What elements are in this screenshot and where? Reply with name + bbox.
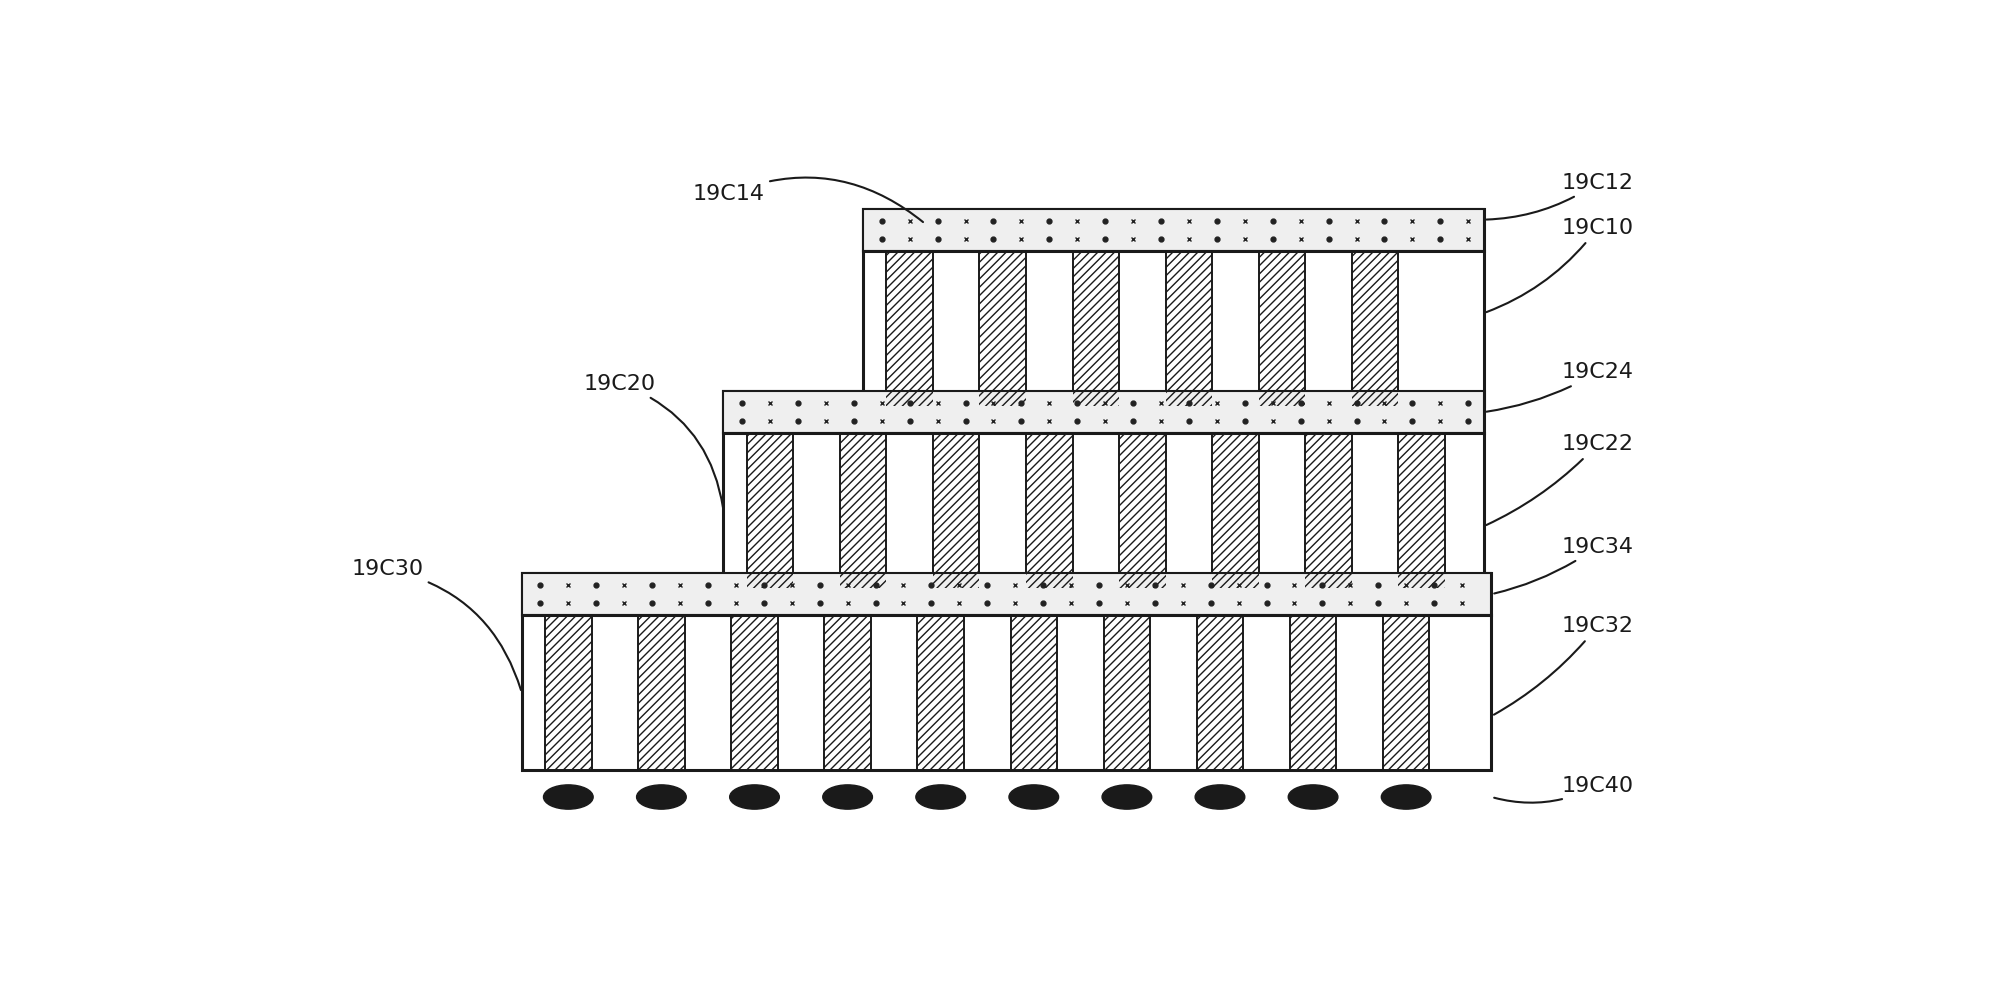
Bar [1197, 615, 1243, 770]
Text: 19C32: 19C32 [1493, 617, 1634, 715]
Bar [1351, 251, 1397, 407]
Bar [1259, 251, 1305, 407]
Bar [1119, 433, 1165, 588]
Bar [1165, 251, 1211, 407]
Bar [1119, 433, 1165, 588]
Bar [1383, 615, 1429, 770]
Bar [841, 433, 887, 588]
Bar [1213, 433, 1259, 588]
Text: 19C20: 19C20 [585, 373, 723, 508]
Bar [1213, 433, 1259, 588]
Text: 19C24: 19C24 [1485, 362, 1634, 412]
Bar [639, 615, 685, 770]
Bar [731, 615, 779, 770]
Bar [1289, 615, 1337, 770]
Circle shape [637, 785, 687, 809]
Bar [887, 251, 933, 407]
Bar [1305, 433, 1351, 588]
Bar [731, 615, 779, 770]
Bar [1351, 251, 1397, 407]
Circle shape [1195, 785, 1245, 809]
Text: 19C10: 19C10 [1485, 218, 1634, 312]
Bar [1073, 251, 1119, 407]
Bar [1011, 615, 1057, 770]
Bar [1397, 433, 1445, 588]
Bar [1289, 615, 1337, 770]
Bar [863, 209, 1483, 251]
Bar [1025, 433, 1073, 588]
Bar [1397, 433, 1445, 588]
Circle shape [1009, 785, 1059, 809]
Circle shape [1287, 785, 1337, 809]
Bar [825, 615, 871, 770]
Text: 19C12: 19C12 [1487, 172, 1634, 220]
Bar [523, 573, 1491, 615]
Bar [863, 209, 1483, 407]
Text: 19C22: 19C22 [1485, 434, 1634, 525]
Bar [1165, 251, 1211, 407]
Bar [979, 251, 1027, 407]
Bar [723, 391, 1483, 588]
Circle shape [543, 785, 593, 809]
Bar [523, 573, 1491, 770]
Bar [1011, 615, 1057, 770]
Bar [1103, 615, 1151, 770]
Bar [747, 433, 793, 588]
Circle shape [915, 785, 965, 809]
Bar [1383, 615, 1429, 770]
Text: 19C14: 19C14 [693, 177, 923, 222]
Bar [1197, 615, 1243, 770]
Bar [545, 615, 593, 770]
Bar [1259, 251, 1305, 407]
Text: 19C34: 19C34 [1493, 537, 1634, 594]
Text: 19C30: 19C30 [350, 559, 521, 690]
Bar [917, 615, 965, 770]
Bar [1025, 433, 1073, 588]
Bar [545, 615, 593, 770]
Circle shape [1381, 785, 1431, 809]
Bar [841, 433, 887, 588]
Circle shape [823, 785, 873, 809]
Bar [825, 615, 871, 770]
Bar [979, 251, 1027, 407]
Circle shape [1101, 785, 1151, 809]
Bar [1305, 433, 1351, 588]
Bar [917, 615, 965, 770]
Bar [933, 433, 979, 588]
Text: 19C40: 19C40 [1493, 775, 1634, 803]
Bar [723, 391, 1483, 433]
Bar [933, 433, 979, 588]
Circle shape [729, 785, 779, 809]
Bar [1103, 615, 1151, 770]
Bar [887, 251, 933, 407]
Bar [639, 615, 685, 770]
Bar [747, 433, 793, 588]
Bar [1073, 251, 1119, 407]
